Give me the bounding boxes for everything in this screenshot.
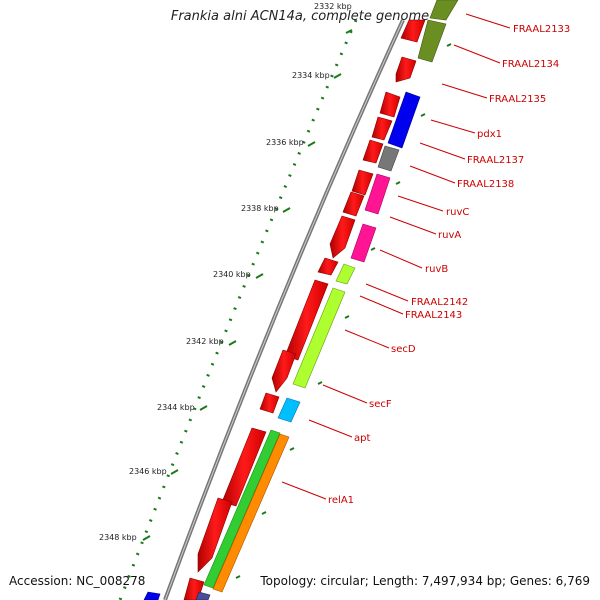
- gene-red-9: [317, 257, 339, 276]
- gene-magenta-2: [350, 223, 377, 263]
- inner-ring-ticks: [235, 43, 452, 579]
- gene-label-rela1: relA1: [328, 495, 354, 506]
- tick-label: 2340 kbp: [213, 270, 251, 279]
- tick-label: 2344 kbp: [157, 403, 195, 412]
- gene-label-fraal2137: FRAAL2137: [467, 155, 524, 166]
- gene-red-11: [271, 349, 297, 393]
- gene-red-14: [197, 497, 233, 573]
- gene-gray: [377, 145, 400, 172]
- tick-label: 2338 kbp: [241, 204, 279, 213]
- gene-label-fraal2143: FRAAL2143: [405, 310, 462, 321]
- gene-label-apt: apt: [354, 433, 370, 444]
- gene-label-fraal2133: FRAAL2133: [513, 24, 570, 35]
- gene-blue-2: [143, 591, 161, 600]
- gene-label-fraal2135: FRAAL2135: [489, 94, 546, 105]
- gene-magenta-1: [364, 173, 391, 215]
- tick-2332: 2332 kbp: [314, 2, 353, 34]
- gene-label-ruva: ruvA: [438, 230, 461, 241]
- tick-2340: 2340 kbp: [213, 270, 264, 279]
- topology-summary: Topology: circular; Length: 7,497,934 bp…: [260, 574, 590, 588]
- tick-2348: 2348 kbp: [99, 533, 151, 542]
- tick-label: 2348 kbp: [99, 533, 137, 542]
- gene-cyan: [277, 397, 301, 423]
- tick-2334: 2334 kbp: [292, 71, 342, 80]
- gene-label-fraal2138: FRAAL2138: [457, 179, 514, 190]
- gene-label-ruvb: ruvB: [425, 264, 448, 275]
- gene-green: [203, 429, 281, 589]
- gene-red-13: [221, 427, 267, 507]
- gene-label-secd: secD: [391, 344, 416, 355]
- gene-lime-2: [292, 287, 346, 389]
- gene-label-ruvc: ruvC: [446, 207, 469, 218]
- gene-red-6: [351, 169, 374, 196]
- forward-genes: [183, 19, 426, 600]
- tick-label: 2332 kbp: [314, 2, 352, 11]
- gene-label-secf: secF: [369, 399, 392, 410]
- gene-label-fraal2134: FRAAL2134: [502, 59, 559, 70]
- tick-label: 2336 kbp: [266, 138, 304, 147]
- gene-olive-1: [429, 0, 459, 21]
- tick-2336: 2336 kbp: [266, 138, 316, 147]
- accession-label: Accession: NC_008278: [9, 574, 146, 588]
- tick-2344: 2344 kbp: [157, 403, 208, 412]
- tick-2346: 2346 kbp: [129, 467, 179, 476]
- reverse-genes: [143, 0, 459, 600]
- gene-navy: [195, 591, 211, 600]
- gene-red-1: [400, 19, 426, 43]
- tick-label: 2334 kbp: [292, 71, 330, 80]
- gene-label-fraal2142: FRAAL2142: [411, 297, 468, 308]
- gene-red-7: [342, 191, 365, 217]
- gene-blue: [387, 91, 421, 149]
- gene-red-2: [395, 56, 417, 83]
- tick-label: 2346 kbp: [129, 467, 167, 476]
- gene-olive-2: [417, 19, 447, 63]
- tick-2342: 2342 kbp: [186, 337, 237, 346]
- genome-backbone: [163, 19, 405, 600]
- tick-2338: 2338 kbp: [241, 204, 291, 213]
- tick-label: 2342 kbp: [186, 337, 224, 346]
- gene-labels: FRAAL2133 FRAAL2134 FRAAL2135 pdx1 FRAAL…: [328, 24, 570, 506]
- gene-red-5: [362, 139, 384, 164]
- scale-ticks: 2332 kbp 2334 kbp 2336 kbp 2338 kbp 2340…: [99, 2, 353, 542]
- gene-red-8: [329, 215, 356, 259]
- gene-red-4: [371, 116, 393, 141]
- map-title: Frankia alni ACN14a, complete genome: [170, 9, 430, 24]
- gene-lime-1: [335, 263, 356, 285]
- gene-red-3: [379, 91, 401, 118]
- gene-red-12: [259, 392, 280, 414]
- label-leaders: [281, 13, 511, 500]
- gene-orange: [212, 433, 290, 593]
- gene-red-10: [284, 279, 329, 361]
- gene-label-pdx1: pdx1: [477, 129, 502, 140]
